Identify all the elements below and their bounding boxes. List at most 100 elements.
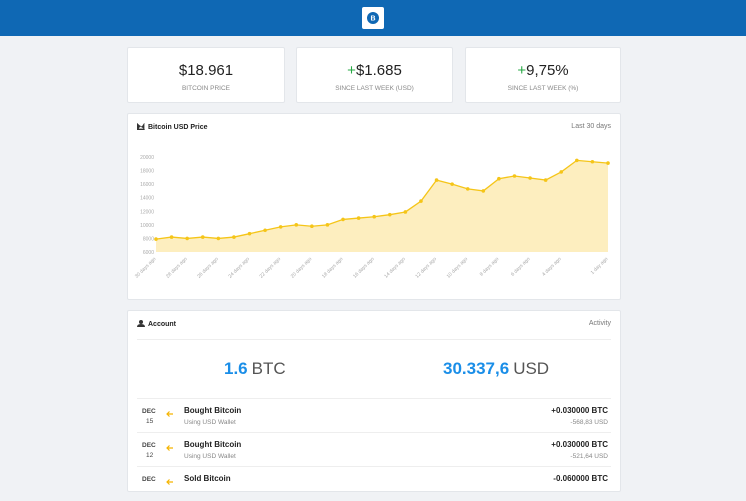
x-tick-label: 4 days ago [541,256,563,278]
arrow-icon [166,411,173,417]
chart: 6000 8000 10000 12000 14000 16000 18000 20000 30… [134,155,610,280]
x-tick-label: 10 days ago [446,256,470,280]
tx-day: 12 [146,452,154,459]
y-tick-label: 6000 [143,250,154,256]
stat-card: +$1.685 SINCE LAST WEEK (USD) [296,47,453,103]
transaction[interactable]: DEC 15 Bought Bitcoin Using USD Wallet +0.03… [137,398,611,433]
tx-usd: -568,83 USD [570,419,608,426]
x-tick-label: 8 days ago [479,256,501,278]
y-tick-label: 20000 [140,155,154,161]
usd-unit: USD [513,359,550,378]
chart-title: Bitcoin USD Price [148,124,208,131]
point [590,159,595,164]
y-tick-label: 14000 [140,196,154,202]
x-tick-label: 18 days ago [321,256,345,280]
stat-card: +9,75% SINCE LAST WEEK (%) [465,47,621,103]
svg-text:B: B [370,16,375,23]
point [434,178,439,182]
chart-card: Bitcoin USD Price Last 30 days 6000 8000 10… [127,113,621,300]
point [606,161,610,165]
tx-day: 15 [146,418,154,425]
stat-value: $18.961 [178,62,234,79]
point [341,217,345,222]
stat-value: 9,75% [526,62,569,79]
stat-label: BITCOIN PRICE [181,85,231,92]
btc-unit: BTC [251,359,286,378]
x-tick-label: 12 days ago [414,256,438,280]
point [232,235,236,239]
x-tick-label: 16 days ago [352,256,376,280]
y-tick-label: 10000 [140,223,154,229]
point [216,236,221,241]
chart-subtitle: Last 30 days [571,123,611,130]
point [403,210,408,214]
x-tick-label: 14 days ago [383,256,407,280]
activity-link[interactable]: Activity [588,320,611,327]
point [528,176,532,180]
arrow-icon [166,445,173,451]
stat-value: $1.685 [355,62,402,79]
tx-month: DEC [142,442,156,449]
x-tick-label: 22 days ago [259,256,283,280]
point [185,236,189,241]
point [481,189,486,193]
point [387,212,392,217]
stat-label: SINCE LAST WEEK (%) [507,85,579,92]
usd-amount: 30.337,6 [443,359,510,378]
point [372,214,377,219]
transaction[interactable]: DEC 12 Bought Bitcoin Using USD Wallet +0.03… [137,432,611,467]
y-tick-label: 12000 [140,209,154,215]
stat-label: SINCE LAST WEEK (USD) [335,85,414,92]
x-tick-label: 26 days ago [196,256,220,280]
point [356,216,361,220]
stat-sign: + [517,62,527,79]
stat-sign: + [347,62,356,79]
point [497,176,501,181]
point [247,231,252,236]
x-tick-label: 30 days ago [134,256,158,280]
tx-subtitle: Using USD Wallet [184,453,236,460]
point [450,182,454,186]
point [310,224,314,229]
tx-usd: -521,64 USD [570,453,608,460]
y-tick-label: 18000 [140,169,154,175]
area [156,160,608,252]
point [543,178,548,182]
point [575,158,579,163]
transaction[interactable]: DEC Sold Bitcoin -0.060000 BTC [137,466,611,501]
line [155,159,609,240]
tx-title: Sold Bitcoin [184,474,231,483]
point [512,174,517,178]
point [419,199,423,203]
point [200,235,205,239]
point [154,237,158,241]
tx-title: Bought Bitcoin [184,440,242,449]
tx-amount: +0.030000 BTC [551,406,608,415]
account-title: Account [148,321,176,328]
point [263,228,267,233]
logo[interactable]: B [362,7,384,29]
tx-amount: +0.030000 BTC [551,440,608,449]
y-tick-label: 8000 [143,236,154,242]
y-tick-label: 16000 [140,182,154,188]
x-tick-label: 24 days ago [227,256,251,280]
point [465,187,470,191]
x-tick-label: 1 day ago [590,256,610,276]
point [278,225,283,229]
tx-amount: -0.060000 BTC [553,474,608,483]
point [325,223,330,227]
btc-amount: 1.6 [224,359,248,378]
tx-month: DEC [142,408,156,415]
x-tick-label: 28 days ago [165,256,189,280]
tx-subtitle: Using USD Wallet [184,419,236,426]
top-bar: B [0,0,746,36]
point [294,223,299,227]
stat-card: $18.961 BITCOIN PRICE [127,47,285,103]
arrow-icon [166,479,173,485]
point [559,170,564,174]
tx-title: Bought Bitcoin [184,406,242,415]
point [169,235,174,239]
account-card: Account Activity 1.6 BTC 30.337,6 USD DEC 15… [127,310,621,492]
x-tick-label: 6 days ago [510,256,532,278]
